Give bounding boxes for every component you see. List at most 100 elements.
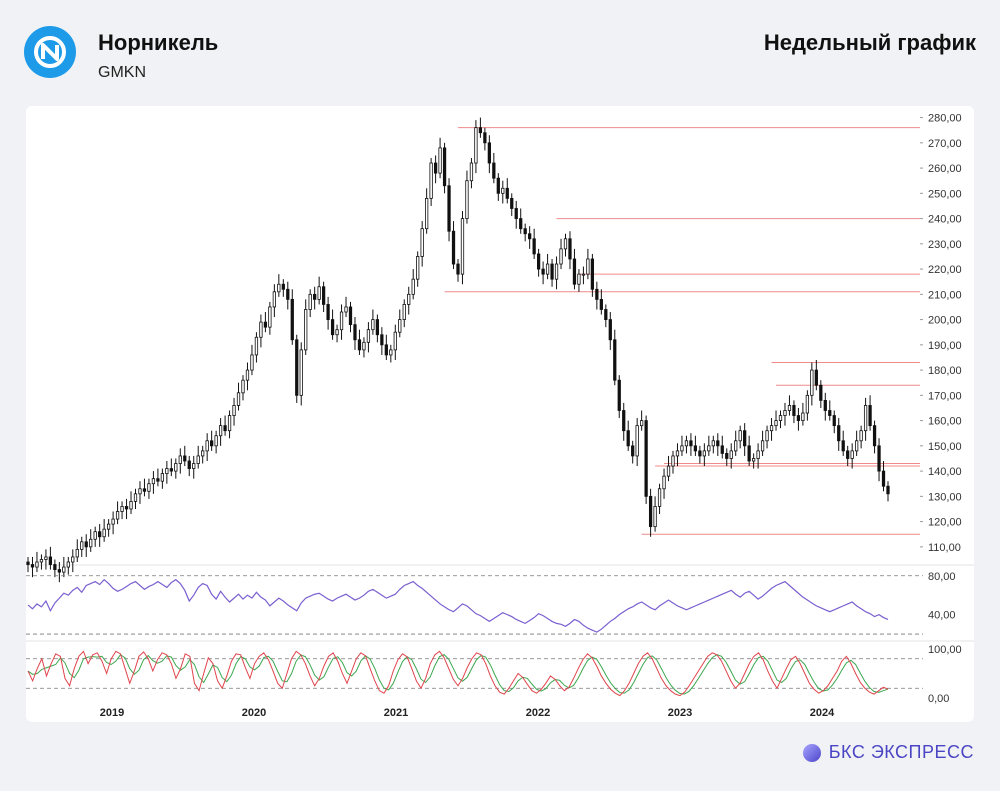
candle-body bbox=[514, 208, 518, 219]
candle-body bbox=[353, 324, 357, 341]
candle-body bbox=[84, 541, 88, 548]
candle-body bbox=[519, 218, 523, 230]
candle-body bbox=[151, 478, 156, 485]
candle-body bbox=[586, 258, 590, 275]
candle-body bbox=[115, 511, 120, 520]
candle-body bbox=[362, 341, 366, 351]
candle-body bbox=[192, 463, 196, 469]
candle-body bbox=[272, 291, 276, 308]
candle-body bbox=[245, 369, 250, 381]
candle-body bbox=[98, 531, 102, 538]
x-tick-year-label: 2023 bbox=[668, 707, 692, 719]
candle-body bbox=[366, 329, 371, 343]
candle-body bbox=[487, 142, 491, 164]
candle-body bbox=[617, 379, 621, 411]
candle-body bbox=[201, 450, 205, 457]
candle-body bbox=[648, 495, 653, 528]
candle-body bbox=[756, 450, 760, 459]
candle-body bbox=[330, 319, 335, 336]
stochastic-tick-label: 100,00 bbox=[928, 644, 962, 656]
ticker-symbol: GMKN bbox=[98, 64, 146, 81]
candle-body bbox=[577, 273, 581, 285]
candle-body bbox=[53, 564, 57, 570]
candle-body bbox=[765, 430, 769, 442]
candle-body bbox=[129, 500, 133, 510]
candle-body bbox=[545, 263, 550, 275]
price-tick-label: 280,00 bbox=[928, 113, 962, 125]
candle-body bbox=[380, 334, 384, 346]
candle-body bbox=[442, 147, 447, 187]
stochastic-k-line bbox=[27, 650, 889, 697]
candle-body bbox=[214, 435, 218, 447]
candle-body bbox=[80, 541, 84, 550]
price-tick-label: 190,00 bbox=[928, 340, 962, 352]
candle-body bbox=[187, 460, 191, 469]
candle-body bbox=[375, 319, 380, 336]
candle-body bbox=[760, 440, 765, 452]
price-tick-label: 170,00 bbox=[928, 390, 962, 402]
candle-body bbox=[536, 253, 541, 270]
candle-body bbox=[590, 258, 595, 290]
candle-body bbox=[550, 263, 554, 280]
candle-body bbox=[411, 278, 415, 295]
candle-body bbox=[819, 384, 823, 401]
candle-body bbox=[160, 473, 165, 482]
candle-body bbox=[268, 306, 272, 328]
candle-body bbox=[747, 445, 751, 462]
candle-body bbox=[595, 288, 599, 300]
candle-body bbox=[465, 180, 469, 219]
candle-body bbox=[823, 399, 827, 411]
candle-body bbox=[165, 468, 169, 475]
candle-body bbox=[734, 440, 738, 452]
candle-body bbox=[416, 256, 420, 280]
candle-body bbox=[250, 354, 254, 371]
candle-body bbox=[523, 228, 527, 235]
candle-body bbox=[93, 531, 97, 540]
candle-body bbox=[254, 336, 259, 356]
weekly-price-chart: 80,00 40,00 100,00 0,00 280,00 270,00 260,00… bbox=[26, 113, 974, 719]
candle-body bbox=[644, 420, 648, 497]
candle-body bbox=[716, 440, 720, 447]
candle-body bbox=[425, 197, 429, 230]
stochastic-tick-label: 0,00 bbox=[928, 693, 949, 705]
candle-body bbox=[223, 425, 227, 432]
candle-body bbox=[743, 430, 747, 447]
candle-body bbox=[635, 425, 639, 457]
candle-body bbox=[317, 286, 321, 300]
candle-body bbox=[702, 450, 706, 457]
candle-body bbox=[832, 415, 836, 427]
candle-body bbox=[868, 405, 872, 427]
candle-body bbox=[407, 293, 411, 305]
candle-body bbox=[814, 369, 818, 386]
candle-body bbox=[680, 445, 684, 452]
stochastic-d-line bbox=[27, 653, 889, 695]
candle-body bbox=[259, 321, 263, 338]
x-tick-year-label: 2024 bbox=[810, 707, 835, 719]
candle-body bbox=[787, 405, 792, 411]
price-tick-label: 160,00 bbox=[928, 416, 962, 428]
candle-body bbox=[501, 187, 505, 194]
candle-body bbox=[120, 506, 124, 512]
candle-body bbox=[89, 538, 93, 548]
candle-body bbox=[796, 415, 801, 421]
rsi-panel: 80,00 40,00 bbox=[26, 571, 956, 635]
price-tick-label: 180,00 bbox=[928, 365, 962, 377]
candle-body bbox=[277, 283, 281, 293]
candle-body bbox=[26, 561, 30, 565]
candle-body bbox=[657, 488, 662, 507]
candle-body bbox=[707, 445, 711, 452]
candle-body bbox=[725, 453, 729, 459]
candle-body bbox=[671, 455, 675, 467]
x-tick-year-label: 2019 bbox=[100, 707, 124, 719]
candle-body bbox=[389, 349, 393, 356]
candle-body bbox=[111, 518, 115, 525]
candle-body bbox=[133, 493, 138, 502]
candle-body bbox=[774, 420, 778, 427]
candle-body bbox=[653, 506, 657, 528]
rsi-tick-label: 40,00 bbox=[928, 610, 956, 622]
candle-body bbox=[886, 485, 890, 495]
candle-body bbox=[505, 187, 509, 199]
candle-body bbox=[281, 283, 285, 290]
candle-body bbox=[286, 288, 290, 300]
candle-body bbox=[290, 298, 294, 341]
